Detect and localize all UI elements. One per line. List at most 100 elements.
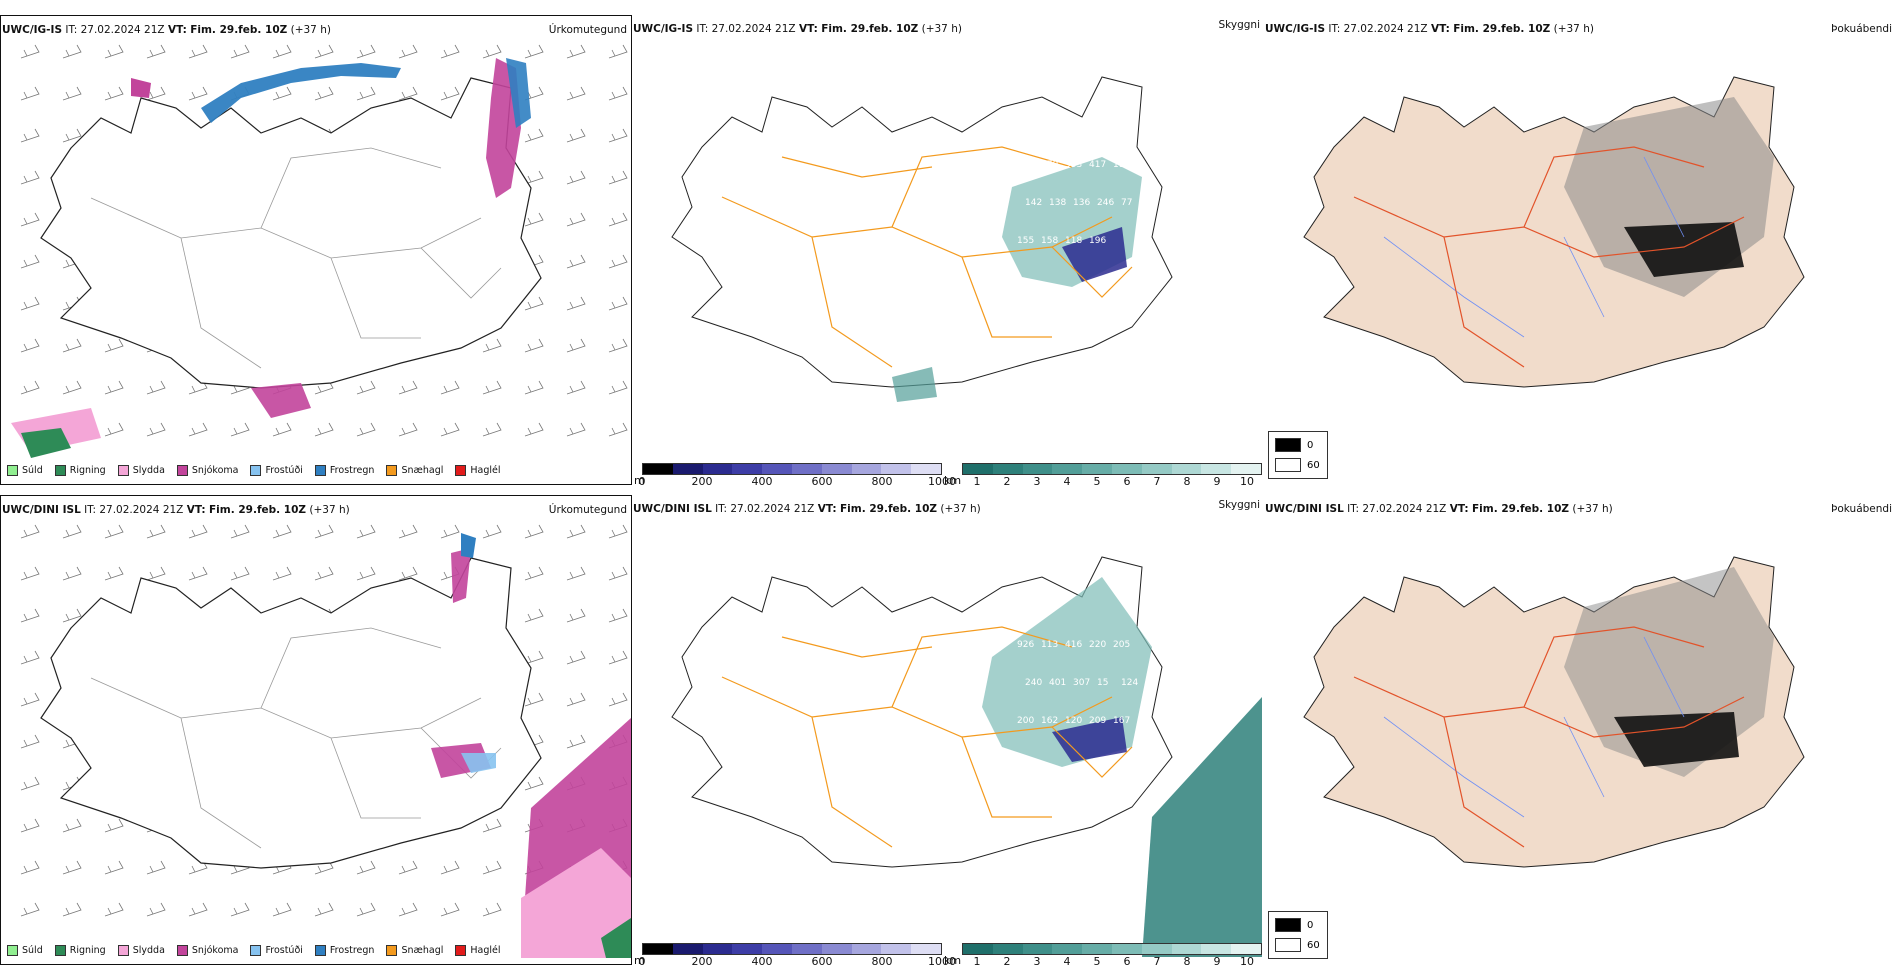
snow-area-west xyxy=(131,78,151,98)
fog-legend-high-label: 60 xyxy=(1307,459,1320,471)
panel-header: UWC/IG-IS IT: 27.02.2024 21Z VT: Fim. 29… xyxy=(2,24,331,36)
wind-barb xyxy=(566,212,586,227)
panel-header: UWC/IG-IS IT: 27.02.2024 21Z VT: Fim. 29… xyxy=(1265,23,1594,35)
wind-barb xyxy=(104,338,124,353)
precip-legend-swatch xyxy=(54,945,66,956)
visibility-value-label: 462 xyxy=(1017,160,1034,170)
colorbar-segment xyxy=(1171,464,1202,474)
panel-header: UWC/DINI ISL IT: 27.02.2024 21Z VT: Fim.… xyxy=(2,504,350,516)
visibility-km-unit: km xyxy=(944,474,962,485)
wind-barb xyxy=(356,86,376,101)
colorbar-tick-label: 5 xyxy=(1093,475,1101,485)
wind-barb xyxy=(314,44,334,59)
wind-barb xyxy=(524,296,544,311)
wind-barb xyxy=(314,422,334,437)
visibility-value-labels: 926 113 416 220 205 240 401 307 15 124 200 162 120 20… xyxy=(1017,640,1138,726)
wind-barb xyxy=(104,44,124,59)
colorbar-tick-label: 800 xyxy=(871,955,893,965)
wind-barb xyxy=(188,524,208,539)
visibility-map: 462 670 553 417 110 142 138 136 246 77 155 158 118 19… xyxy=(671,76,1173,402)
visibility-value-label: 77 xyxy=(1121,198,1132,208)
colorbar-segment xyxy=(881,944,912,954)
wind-barb xyxy=(482,902,502,917)
road-network xyxy=(1353,626,1745,848)
wind-barb xyxy=(608,422,628,437)
freezing-rain-east xyxy=(506,58,531,128)
fog-map xyxy=(1303,556,1805,868)
colorbar-tick-label: 7 xyxy=(1153,955,1161,965)
precip-legend-item: Frostregn xyxy=(314,465,375,476)
wind-barb xyxy=(62,524,82,539)
precip-type-panel-top: UWC/IG-IS IT: 27.02.2024 21Z VT: Fim. 29… xyxy=(0,15,632,485)
visibility-value-label: 120 xyxy=(1065,716,1082,726)
colorbar-tick-label: 5 xyxy=(1093,955,1101,965)
visibility-km-colorbar xyxy=(962,943,1262,955)
colorbar-segment xyxy=(1171,944,1202,954)
fog-legend-high-swatch xyxy=(1275,458,1301,472)
precip-legend-item: Haglél xyxy=(455,465,501,476)
wind-barb xyxy=(104,422,124,437)
panel-product-tag: Úrkomutegund xyxy=(548,504,627,516)
colorbar-segment xyxy=(821,944,852,954)
wind-barb xyxy=(146,902,166,917)
wind-barb xyxy=(20,818,40,833)
precip-legend-item: Súld xyxy=(7,945,43,956)
wind-barb xyxy=(482,524,502,539)
offshore-visibility-area xyxy=(1142,697,1262,957)
visibility-value-label: 15 xyxy=(1097,678,1108,688)
colorbar-segment xyxy=(911,464,941,474)
colorbar-tick-label: 1 xyxy=(973,955,981,965)
colorbar-segment xyxy=(1082,464,1112,474)
wind-barb xyxy=(20,254,40,269)
precip-legend-label: Frostregn xyxy=(329,465,375,476)
colorbar-segment xyxy=(1201,944,1232,954)
road-network xyxy=(90,627,502,849)
colorbar-segment xyxy=(672,464,703,474)
colorbar-segment xyxy=(791,464,822,474)
wind-barb xyxy=(104,818,124,833)
visibility-value-label: 246 xyxy=(1097,198,1114,208)
colorbar-tick-label: 3 xyxy=(1033,955,1041,965)
visibility-value-label: 138 xyxy=(1049,198,1066,208)
wind-barb xyxy=(566,296,586,311)
visibility-panel-top: UWC/IG-IS IT: 27.02.2024 21Z VT: Fim. 29… xyxy=(632,15,1264,485)
precip-legend-label: Frostúði xyxy=(265,945,303,956)
colorbar-segment xyxy=(702,944,733,954)
wind-barb xyxy=(482,860,502,875)
wind-barb xyxy=(62,86,82,101)
wind-barb xyxy=(20,734,40,749)
colorbar-segment xyxy=(1141,464,1172,474)
wind-barb xyxy=(566,44,586,59)
wind-barb xyxy=(608,128,628,143)
wind-barb xyxy=(524,566,544,581)
wind-barb xyxy=(20,608,40,623)
wind-barb xyxy=(272,86,292,101)
colorbar-tick-label: 800 xyxy=(871,475,893,485)
wind-barb xyxy=(440,422,460,437)
wind-barb xyxy=(524,524,544,539)
wind-barb xyxy=(146,860,166,875)
wind-barb xyxy=(20,902,40,917)
colorbar-tick-label: 1000 xyxy=(928,475,956,485)
panel-product-tag: Þokuábendi xyxy=(1831,23,1892,35)
visibility-value-label: 155 xyxy=(1017,236,1034,246)
precip-legend-label: Rigning xyxy=(69,465,106,476)
freezing-rain-north xyxy=(461,533,476,558)
visibility-value-label: 205 xyxy=(1113,640,1130,650)
wind-barb xyxy=(20,128,40,143)
wind-barb xyxy=(356,860,376,875)
wind-barb xyxy=(440,860,460,875)
visibility-value-label: 209 xyxy=(1089,716,1106,726)
precip-legend-swatch xyxy=(7,945,18,956)
river-network xyxy=(1383,636,1685,818)
wind-barb xyxy=(566,608,586,623)
wind-barb xyxy=(356,422,376,437)
fog-legend-low-swatch xyxy=(1275,918,1301,932)
wind-barb xyxy=(20,524,40,539)
visibility-m-colorbar xyxy=(642,943,942,955)
visibility-value-label: 307 xyxy=(1073,678,1090,688)
colorbar-tick-label: 4 xyxy=(1063,955,1071,965)
colorbar-tick-label: 10 xyxy=(1240,475,1254,485)
precip-legend: Súld Rigning Slydda Snjókoma Frostúði Frostre… xyxy=(7,465,501,476)
colorbar-tick-label: 9 xyxy=(1213,955,1221,965)
